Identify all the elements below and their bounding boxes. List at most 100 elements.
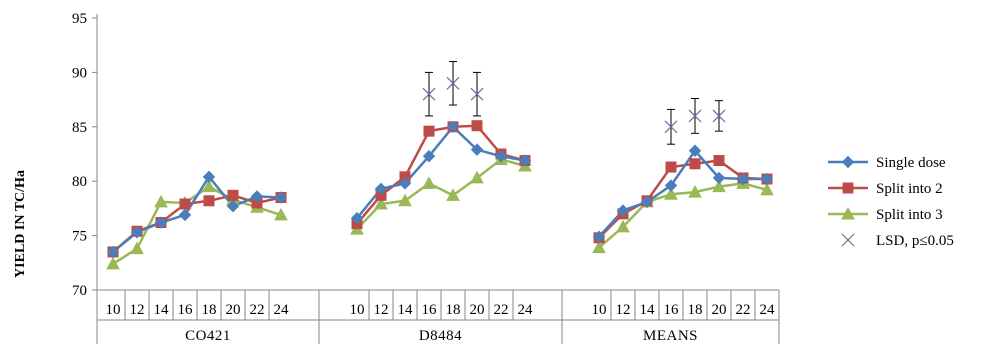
data-point-split3 [130,241,144,255]
legend-marker [841,206,855,220]
x-tick-label: 14 [640,302,656,318]
data-point-single [202,170,216,184]
data-point-single [640,195,654,209]
data-point-split2 [713,155,725,167]
x-tick-labels: 10 12 14 16 18 20 22 24 CO421 10 12 14 16 18 20 22 24 D84… [106,302,776,344]
x-tick-label: 14 [398,302,414,318]
data-point-split2 [179,198,191,210]
data-point-single [398,177,412,190]
data-point-split3 [616,219,630,233]
axes: 70 75 80 85 90 95 [72,11,780,344]
data-point-split3 [446,188,460,201]
data-point-single [664,179,678,192]
x-tick-label: 18 [446,302,461,318]
data-point-single [592,230,606,243]
data-point-split3 [664,187,678,200]
x-tick-label: 16 [422,302,438,318]
x-tick-label: 24 [274,302,290,318]
data-point-single [446,120,460,134]
legend-marker [842,182,854,194]
data-point-split3 [470,170,484,184]
data-point-split2 [689,158,701,170]
legend-marker [841,233,855,247]
x-tick-label: 18 [688,302,703,318]
data-point-split3 [422,176,436,189]
x-tick-label: 22 [494,302,509,318]
x-tick-label: 16 [664,302,680,318]
y-tick-label: 85 [72,120,87,136]
legend-marker [841,155,855,169]
series-line-single [112,175,282,253]
lsd-point [446,76,460,90]
data-point-split2 [227,189,239,201]
y-axis-label: YIELD IN TC/Ha [13,170,28,278]
data-point-single [106,245,120,259]
y-tick-label: 80 [72,174,87,190]
x-tick-label: 14 [154,302,170,318]
legend-label: LSD, p≤0.05 [876,233,954,249]
legend-entry-lsd: LSD, p≤0.05 [841,233,954,249]
data-point-split2 [471,120,483,132]
data-point-single [274,191,288,204]
data-point-split2 [423,125,435,137]
x-tick-label: 10 [106,302,121,318]
group-label: CO421 [185,328,231,344]
data-point-single [226,200,240,213]
data-point-single [712,171,726,185]
y-tick-label: 95 [72,11,87,27]
data-point-single [494,149,508,163]
data-point-split3 [274,207,288,221]
data-point-single [422,149,436,163]
x-tick-label: 12 [130,302,145,318]
y-tick-label: 70 [72,283,87,299]
legend-label: Split into 3 [876,207,943,223]
legend-entry-split2: Split into 2 [828,181,943,197]
data-point-single [616,204,630,217]
x-tick-label: 24 [518,302,534,318]
lsd-point [470,87,484,101]
lsd-markers [422,76,726,134]
x-tick-label: 18 [202,302,217,318]
y-tick-label: 90 [72,65,87,81]
group-label: MEANS [643,328,698,344]
x-tick-label: 24 [760,302,776,318]
data-point-single [470,143,484,156]
legend-label: Single dose [876,155,946,171]
x-tick-label: 16 [178,302,194,318]
data-point-single [154,216,168,229]
legend-entry-single: Single dose [828,155,946,171]
lsd-point [712,109,726,123]
data-point-single [688,144,702,157]
data-point-single [130,226,144,239]
x-tick-label: 12 [374,302,389,318]
data-point-single [760,172,774,186]
data-point-split3 [106,256,120,270]
data-point-split3 [154,194,168,208]
x-tick-label: 12 [616,302,631,318]
data-point-single [374,182,388,196]
x-tick-label: 10 [592,302,607,318]
legend-entry-split3: Split into 3 [828,206,943,223]
y-tick-label: 75 [72,229,87,245]
data-point-split3 [688,185,702,198]
data-point-split2 [665,161,677,173]
legend-label: Split into 2 [876,181,943,197]
series-markers [106,120,774,270]
data-point-single [736,172,750,186]
data-point-split3 [592,240,606,254]
lsd-point [422,87,436,101]
data-point-single [250,190,264,203]
data-point-split3 [374,197,388,210]
legend: Single dose Split into 2 Split into 3 LSD, … [828,155,954,249]
data-point-split2 [203,195,215,207]
lsd-point [688,109,702,123]
x-tick-label: 20 [470,302,485,318]
data-point-single [178,208,192,222]
x-tick-label: 22 [736,302,751,318]
data-point-split3 [202,179,216,193]
x-tick-label: 10 [350,302,365,318]
data-point-single [350,211,364,225]
data-point-split3 [712,179,726,193]
lsd-error-bars [425,61,723,145]
